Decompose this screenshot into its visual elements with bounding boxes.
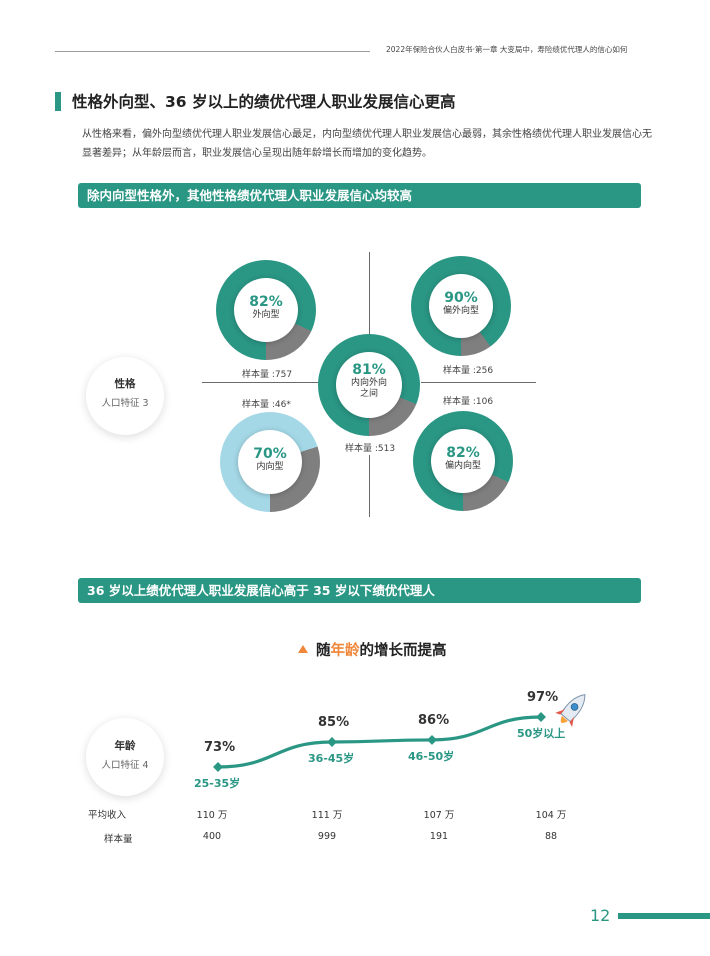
sample-cell: 999 xyxy=(317,831,337,842)
age-headline-post: 的增长而提高 xyxy=(359,643,447,659)
page-number: 12 xyxy=(590,906,611,925)
trend-percent-label: 73% xyxy=(204,740,236,755)
trend-point xyxy=(427,734,437,745)
personality-banner: 除内向型性格外，其他性格绩优代理人职业发展信心均较高 xyxy=(78,183,641,208)
row-label-income: 平均收入 xyxy=(88,810,127,821)
donut-percent: 82% xyxy=(446,445,480,461)
trend-age-label: 50岁以上 xyxy=(517,727,566,740)
title-accent-bar xyxy=(55,92,61,111)
trend-line xyxy=(217,715,542,769)
personality-pill: 性格 人口特征 3 xyxy=(86,357,164,435)
age-pill: 年龄 人口特征 4 xyxy=(86,718,164,796)
sample-size-ambivert: 样本量 :513 xyxy=(345,444,396,454)
age-pill-title: 年龄 xyxy=(114,740,136,752)
divider-horizontal-left xyxy=(202,382,320,383)
section-title: 性格外向型、36 岁以上的绩优代理人职业发展信心更高 xyxy=(72,93,456,111)
up-arrow-icon xyxy=(298,645,308,653)
sample-size-leaning-extrovert: 样本量 :256 xyxy=(443,366,494,376)
trend-point xyxy=(536,712,546,722)
age-headline-pre: 随 xyxy=(316,643,331,659)
donut-percent: 70% xyxy=(253,446,287,462)
sample-size-introvert: 样本量 :46* xyxy=(242,400,291,410)
divider-vertical-top xyxy=(369,252,370,340)
trend-age-label: 36-45岁 xyxy=(308,752,355,765)
donut-extrovert: 82% 外向型 xyxy=(216,260,316,360)
donut-label: 外向型 xyxy=(252,310,280,320)
row-label-sample: 样本量 xyxy=(104,834,133,845)
trend-point xyxy=(327,737,337,747)
donut-leaning-extrovert: 90% 偏外向型 xyxy=(411,256,511,356)
page-number-bar xyxy=(618,913,710,919)
trend-percent-label: 85% xyxy=(318,715,350,730)
personality-pill-subtitle: 人口特征 3 xyxy=(101,398,149,409)
sample-cell: 191 xyxy=(429,831,449,842)
age-headline: 随年龄的增长而提高 xyxy=(316,639,447,660)
running-header: 2022年保险合伙人白皮书·第一章 大变局中，寿险绩优代理人的信心如何 xyxy=(386,45,628,54)
donut-percent: 82% xyxy=(249,294,283,310)
age-headline-highlight: 年龄 xyxy=(330,643,360,659)
income-cell: 111 万 xyxy=(311,810,343,821)
donut-ambivert: 81% 内向外向 之间 xyxy=(318,334,420,436)
divider-vertical-bottom xyxy=(369,455,370,517)
donut-leaning-introvert: 82% 偏内向型 xyxy=(413,411,513,511)
donut-label: 内向外向 xyxy=(350,378,387,388)
income-cell: 104 万 xyxy=(535,810,567,821)
donut-center: 81% 内向外向 之间 xyxy=(336,352,402,418)
personality-pill-title: 性格 xyxy=(114,378,136,390)
donut-center: 90% 偏外向型 xyxy=(429,274,493,338)
trend-age-label: 25-35岁 xyxy=(194,777,241,790)
age-banner: 36 岁以上绩优代理人职业发展信心高于 35 岁以下绩优代理人 xyxy=(78,578,641,603)
sample-cell: 88 xyxy=(544,831,558,842)
trend-age-label: 46-50岁 xyxy=(408,749,455,763)
section-intro: 从性格来看，偏外向型绩优代理人职业发展信心最足，内向型绩优代理人职业发展信心最弱… xyxy=(82,129,652,159)
trend-percent-label: 86% xyxy=(418,712,450,728)
income-cell: 110 万 xyxy=(196,810,228,821)
sample-size-extrovert: 样本量 :757 xyxy=(242,370,293,380)
trend-percent-label: 97% xyxy=(527,690,559,705)
donut-center: 82% 外向型 xyxy=(234,278,298,342)
donut-label: 内向型 xyxy=(256,462,284,472)
trend-point xyxy=(213,762,223,772)
divider-horizontal-right xyxy=(421,382,536,383)
donut-percent: 81% xyxy=(352,362,386,378)
donut-label: 偏内向型 xyxy=(444,461,481,471)
donut-label: 偏外向型 xyxy=(442,306,479,316)
donut-label-line2: 之间 xyxy=(359,389,378,399)
sample-cell: 400 xyxy=(202,831,222,842)
sample-size-leaning-introvert: 样本量 :106 xyxy=(443,397,494,407)
donut-percent: 90% xyxy=(444,290,478,306)
donut-introvert: 70% 内向型 xyxy=(220,412,320,512)
donut-center: 82% 偏内向型 xyxy=(431,429,495,493)
age-pill-subtitle: 人口特征 4 xyxy=(101,760,149,771)
rocket-icon xyxy=(555,694,586,728)
header-rule xyxy=(55,51,370,52)
donut-center: 70% 内向型 xyxy=(238,430,302,494)
income-cell: 107 万 xyxy=(423,810,455,821)
